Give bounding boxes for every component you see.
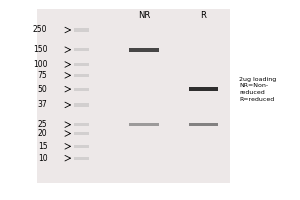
Bar (74, 74, 89, 77)
Bar (74, 48, 89, 51)
Text: 25: 25 (38, 120, 47, 129)
Bar (74, 157, 89, 160)
Text: 50: 50 (38, 85, 47, 94)
Bar (129, 123, 159, 126)
Bar (74, 88, 89, 91)
Text: 10: 10 (38, 154, 47, 163)
Text: 250: 250 (33, 25, 47, 34)
Text: NR: NR (138, 11, 150, 20)
Bar (74, 123, 89, 126)
Text: 2ug loading
NR=Non-
reduced
R=reduced: 2ug loading NR=Non- reduced R=reduced (239, 77, 276, 102)
Text: 15: 15 (38, 142, 47, 151)
Bar (74, 132, 89, 135)
Bar (189, 123, 218, 126)
Bar (129, 48, 159, 52)
Bar (74, 28, 89, 32)
Text: 100: 100 (33, 60, 47, 69)
Text: 20: 20 (38, 129, 47, 138)
Bar (74, 63, 89, 66)
Bar (74, 145, 89, 148)
Bar (74, 103, 89, 107)
Bar (189, 87, 218, 91)
Text: R: R (201, 11, 206, 20)
FancyBboxPatch shape (37, 9, 230, 183)
Text: 150: 150 (33, 45, 47, 54)
Text: 37: 37 (38, 100, 47, 109)
Text: 75: 75 (38, 71, 47, 80)
